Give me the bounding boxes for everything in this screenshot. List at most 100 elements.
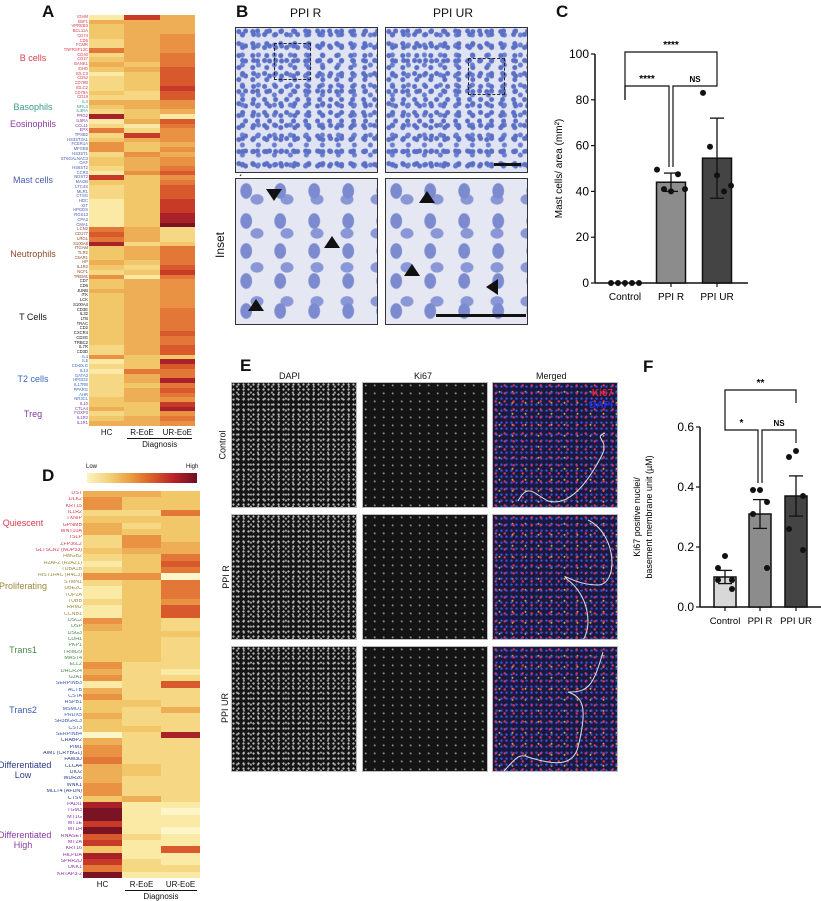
heatmap-cell [161,687,200,694]
heatmap-cell [124,302,160,308]
heatmap-cell [124,109,160,115]
heatmap-cell [124,175,160,181]
heatmap-cell [124,76,160,82]
gene-label: H2AFZ (H2AZ1) [43,560,82,566]
heatmap-cell [124,359,160,365]
heatmap-cell [159,406,195,412]
heatmap-cell [122,732,161,739]
heatmap-cell [83,573,122,580]
heatmap-cell [89,151,125,157]
diagnosis-axis-label: Diagnosis [125,890,197,901]
heatmap-cell [124,38,160,44]
gene-label: ELL2 [69,662,82,668]
gene-label: TPSB2 [74,132,88,137]
heatmap-cell [83,681,122,688]
col-title-ppi-ur: PPI UR [433,6,474,20]
heatmap-cell [83,744,122,752]
gene-label: ST6GALNAC3 [60,156,88,161]
gene-label: TUBB [67,598,82,604]
heatmap-cell [159,189,195,195]
gene-label: MT1E [67,820,82,826]
inset-ppi-ur [385,178,528,325]
row-label-ppi-ur: PPI UR [220,692,231,724]
row-label-ppi-r: PPI R [220,565,231,589]
gene-label: MAST4 [64,655,82,661]
heatmap-cell [83,700,122,707]
heatmap-cell [161,782,200,790]
gene-label: IL13 [79,368,88,373]
gene-label: CD6 [79,283,88,288]
heatmap-cell [159,180,195,185]
gene-label: BANK1 [74,62,88,67]
heatmap-cell [89,269,125,275]
gene-label: KRTAP3-2 [57,871,82,877]
svg-text:**: ** [757,378,765,389]
gene-label: DKK1 [68,865,82,871]
heatmap-cell [89,241,125,247]
heatmap-cell [89,373,125,379]
diagnosis-axis-label: Diagnosis [127,438,192,449]
svg-text:PPI R: PPI R [658,292,684,303]
heatmap-cell [89,99,125,105]
heatmap-cell [124,274,160,280]
gene-label: MFGE8 [73,147,88,152]
heatmap-cell [124,203,160,209]
heatmap-cell [124,66,160,72]
gene-label: MSMO1 [62,706,82,712]
heatmap-cell [161,700,200,707]
legend-dapi: DAPI [589,400,613,411]
group-label-trans1: Trans1 [9,644,37,655]
heatmap-cell [161,535,200,542]
arrowhead-icon [404,264,420,276]
heatmap-cell [89,199,125,204]
gene-label: SPRR2D [60,858,83,864]
heatmap-cell [122,516,161,523]
heatmap-cell [83,732,122,739]
heatmap-cell [89,312,125,317]
heatmap-cell [89,350,125,355]
heatmap-cell [161,744,200,752]
heatmap-cell [89,317,125,322]
heatmap-cell [89,406,125,412]
heatmap-cell [161,827,200,834]
gene-label: WDR26 [63,776,82,782]
heatmap-cell [159,227,195,233]
heatmap-cell [159,350,195,355]
heatmap-cell [159,326,195,332]
heatmap-cell [122,548,161,555]
heatmap-cell [83,617,122,625]
column-label-r-eoe: R-EoE [129,880,154,889]
heatmap-cell [89,175,125,181]
heatmap-cell [83,795,122,802]
heatmap-cell [159,62,195,67]
heatmap-cell [83,674,122,682]
heatmap-cell [124,85,160,91]
inset-region-box [274,43,311,80]
heatmap-cell [159,132,195,138]
gene-label: NCF1 [77,269,88,274]
column-label-hc: HC [100,428,113,437]
heatmap-cell [89,265,125,270]
heatmap-cell [89,132,125,138]
heatmap-cell [159,24,195,30]
gene-label: IL4 [82,99,88,104]
heatmap-cell [122,624,161,631]
heatmap-cell [159,232,195,237]
heatmap-cell [124,24,160,30]
heatmap-cell [159,420,195,426]
heatmap-cell [159,33,195,39]
heatmap-cell [124,166,160,171]
scale-bar [436,314,526,317]
heatmap-cell [83,738,122,745]
col-title-dapi: DAPI [279,371,301,381]
group-label-treg: Treg [23,409,43,420]
heatmap-cell [83,624,122,631]
gene-label: HDC [78,199,88,204]
heatmap-cell [122,681,161,688]
heatmap-cell [89,279,125,284]
heatmap-cell [89,147,125,152]
heatmap-cell [161,630,200,637]
svg-text:0: 0 [582,276,589,290]
heatmap-cell [83,858,122,866]
heatmap-cell [89,250,125,256]
